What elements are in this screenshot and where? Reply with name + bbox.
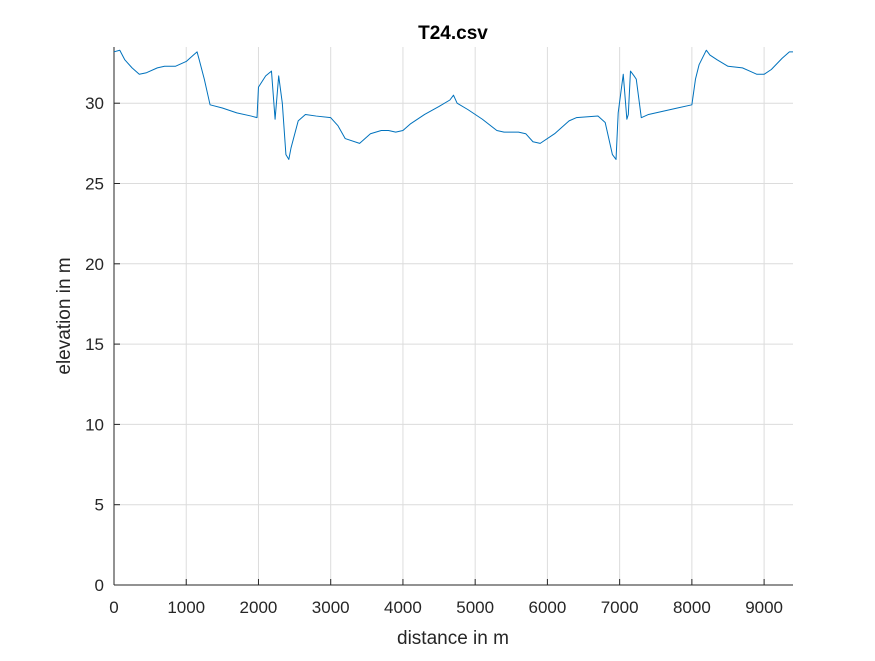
grid xyxy=(113,47,793,586)
chart-title: T24.csv xyxy=(418,23,488,44)
x-tick-label-2: 2000 xyxy=(240,598,278,617)
series-line-0 xyxy=(113,49,793,160)
x-axis-label: distance in m xyxy=(397,628,509,649)
x-tick-label-9: 9000 xyxy=(745,598,783,617)
x-tick-label-7: 7000 xyxy=(601,598,639,617)
y-tick-label-5: 25 xyxy=(85,175,104,194)
y-tick-label-2: 10 xyxy=(85,415,104,434)
y-axis-label: elevation in m xyxy=(54,257,75,374)
x-tick-label-6: 6000 xyxy=(528,598,566,617)
x-tick-label-1: 1000 xyxy=(167,598,205,617)
axes xyxy=(113,47,793,586)
y-tick-label-1: 5 xyxy=(95,496,104,515)
tick-labels: 0 1000 2000 3000 4000 5000 6000 7000 8000 9000 0 5 1… xyxy=(85,94,783,617)
x-tick-label-0: 0 xyxy=(109,598,118,617)
y-tick-label-0: 0 xyxy=(95,576,104,595)
x-tick-label-4: 4000 xyxy=(384,598,422,617)
x-tick-label-8: 8000 xyxy=(673,598,711,617)
x-tick-label-5: 5000 xyxy=(456,598,494,617)
series-layer xyxy=(113,49,793,160)
y-tick-label-4: 20 xyxy=(85,255,104,274)
y-tick-label-3: 15 xyxy=(85,335,104,354)
x-tick-label-3: 3000 xyxy=(312,598,350,617)
y-tick-label-6: 30 xyxy=(85,94,104,113)
